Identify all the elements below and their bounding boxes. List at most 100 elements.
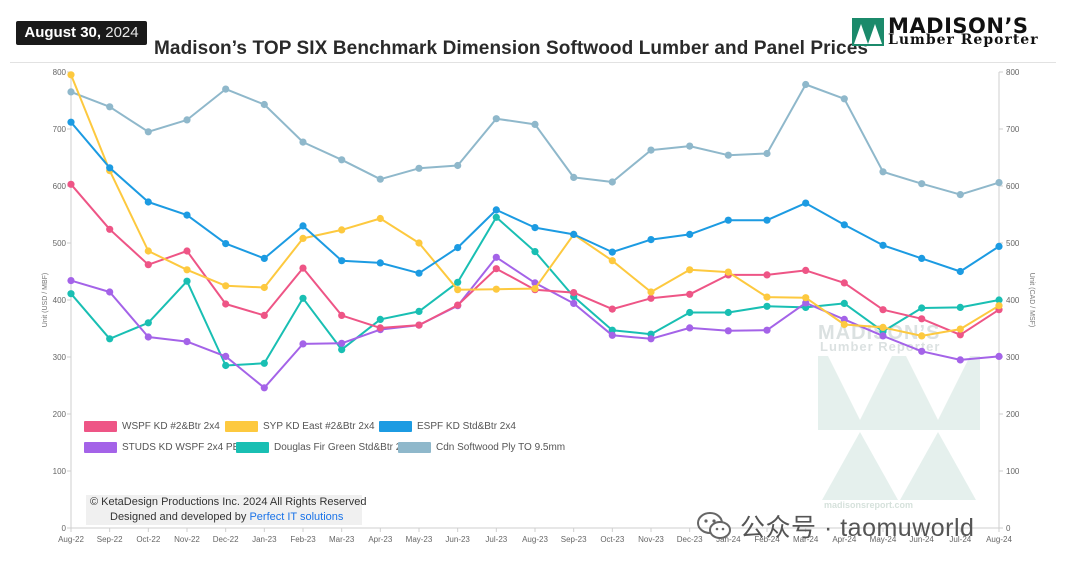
legend-swatch-wspf (84, 420, 117, 432)
data-point (492, 213, 500, 221)
data-point (106, 225, 114, 233)
y-tick-label-left: 500 (53, 239, 67, 248)
data-point (647, 294, 655, 302)
data-point (763, 326, 771, 334)
logo-name: MADISON’S (888, 14, 1029, 38)
wechat-watermark: 公众号 · taomuworld (696, 508, 974, 544)
x-tick-label: Jul-24 (949, 535, 971, 544)
data-point (492, 206, 500, 214)
data-point (183, 266, 191, 274)
legend-swatch-cdn-ply (398, 441, 431, 453)
y-axis-title-right: Unit (CAD / MSF) (1028, 273, 1035, 327)
y-tick-label-right: 200 (1006, 410, 1020, 419)
x-tick-label: Sep-23 (561, 535, 587, 544)
data-point (724, 327, 732, 335)
data-point (686, 142, 694, 150)
data-point (956, 267, 964, 276)
logo-subtitle: Lumber Reporter (888, 32, 1039, 48)
series-line (70, 183, 1000, 336)
data-point (879, 168, 887, 176)
data-point (183, 277, 191, 285)
date-badge: August 30, 2024 (16, 21, 147, 45)
y-tick-label-right: 500 (1006, 239, 1020, 248)
data-point (183, 211, 191, 219)
data-point (802, 299, 810, 307)
copyright-box: © KetaDesign Productions Inc. 2024 All R… (86, 495, 367, 525)
x-tick-label: Feb-24 (754, 535, 780, 544)
x-tick-label: Oct-22 (136, 535, 161, 544)
legend-item-cdn-ply[interactable]: Cdn Softwood Ply TO 9.5mm (398, 439, 565, 455)
x-tick-label: Aug-23 (522, 535, 548, 544)
data-point (260, 359, 268, 367)
data-point (144, 333, 152, 341)
legend-item-espf[interactable]: ESPF KD Std&Btr 2x4 (379, 418, 516, 434)
x-tick-label: Jun-24 (909, 535, 934, 544)
data-point (260, 283, 268, 292)
y-tick-label-right: 600 (1006, 182, 1020, 191)
data-point (647, 288, 655, 296)
data-point (454, 301, 462, 309)
data-point (995, 296, 1003, 304)
data-point (763, 216, 771, 224)
data-point (763, 293, 771, 301)
data-point (492, 285, 500, 293)
x-tick-label: Apr-23 (368, 535, 393, 544)
data-point (338, 226, 346, 234)
y-tick-label-left: 600 (53, 182, 67, 191)
data-point (956, 356, 964, 364)
data-point (492, 253, 500, 261)
data-point (531, 224, 539, 232)
data-point (840, 299, 848, 307)
x-tick-label: Nov-22 (174, 535, 200, 544)
data-point (879, 332, 887, 340)
data-point (222, 240, 230, 248)
legend-item-douglas-fir[interactable]: Douglas Fir Green Std&Btr 2x4 (236, 439, 412, 455)
header-divider (10, 62, 1056, 63)
legend-item-syp[interactable]: SYP KD East #2&Btr 2x4 (225, 418, 375, 434)
data-point (995, 302, 1003, 310)
data-point (183, 247, 191, 255)
data-point (454, 161, 462, 170)
data-point (338, 257, 346, 265)
y-tick-label-left: 700 (53, 125, 67, 134)
data-point (144, 128, 152, 136)
x-tick-label: Mar-23 (329, 535, 355, 544)
legend-item-studs[interactable]: STUDS KD WSPF 2x4 PET (84, 439, 245, 455)
data-point (376, 315, 384, 323)
y-axis-title-left: Unit (USD / MBF) (42, 273, 49, 327)
x-tick-label: Oct-23 (600, 535, 625, 544)
watermark-url: madisonsreport.com (824, 500, 914, 510)
data-point (724, 268, 732, 276)
y-tick-label-left: 800 (53, 68, 67, 77)
data-point (144, 319, 152, 327)
data-point (492, 115, 500, 123)
data-point (299, 234, 307, 242)
chart-legend: WSPF KD #2&Btr 2x4 SYP KD East #2&Btr 2x… (84, 418, 574, 456)
data-point (995, 242, 1003, 250)
data-point (376, 324, 384, 332)
y-tick-label-left: 200 (53, 410, 67, 419)
data-point (67, 88, 75, 96)
data-point (918, 254, 926, 262)
data-point (531, 285, 539, 293)
data-point (879, 241, 887, 249)
legend-swatch-douglas-fir (236, 441, 269, 453)
x-tick-label: Aug-24 (986, 535, 1012, 544)
x-tick-label: Jul-23 (485, 535, 507, 544)
x-tick-label: Feb-23 (290, 535, 316, 544)
legend-item-wspf[interactable]: WSPF KD #2&Btr 2x4 (84, 418, 220, 434)
data-point (570, 173, 578, 181)
data-point (376, 259, 384, 267)
data-point (570, 299, 578, 307)
legend-label-douglas-fir: Douglas Fir Green Std&Btr 2x4 (274, 441, 412, 453)
data-point (608, 331, 616, 339)
data-point (879, 306, 887, 314)
data-point (840, 95, 848, 103)
legend-swatch-espf (379, 420, 412, 432)
data-point (338, 311, 346, 319)
series-3 (67, 253, 1003, 392)
developer-link[interactable]: Perfect IT solutions (249, 511, 344, 523)
x-tick-label: May-24 (870, 535, 897, 544)
data-point (570, 289, 578, 297)
wechat-icon (697, 512, 731, 539)
